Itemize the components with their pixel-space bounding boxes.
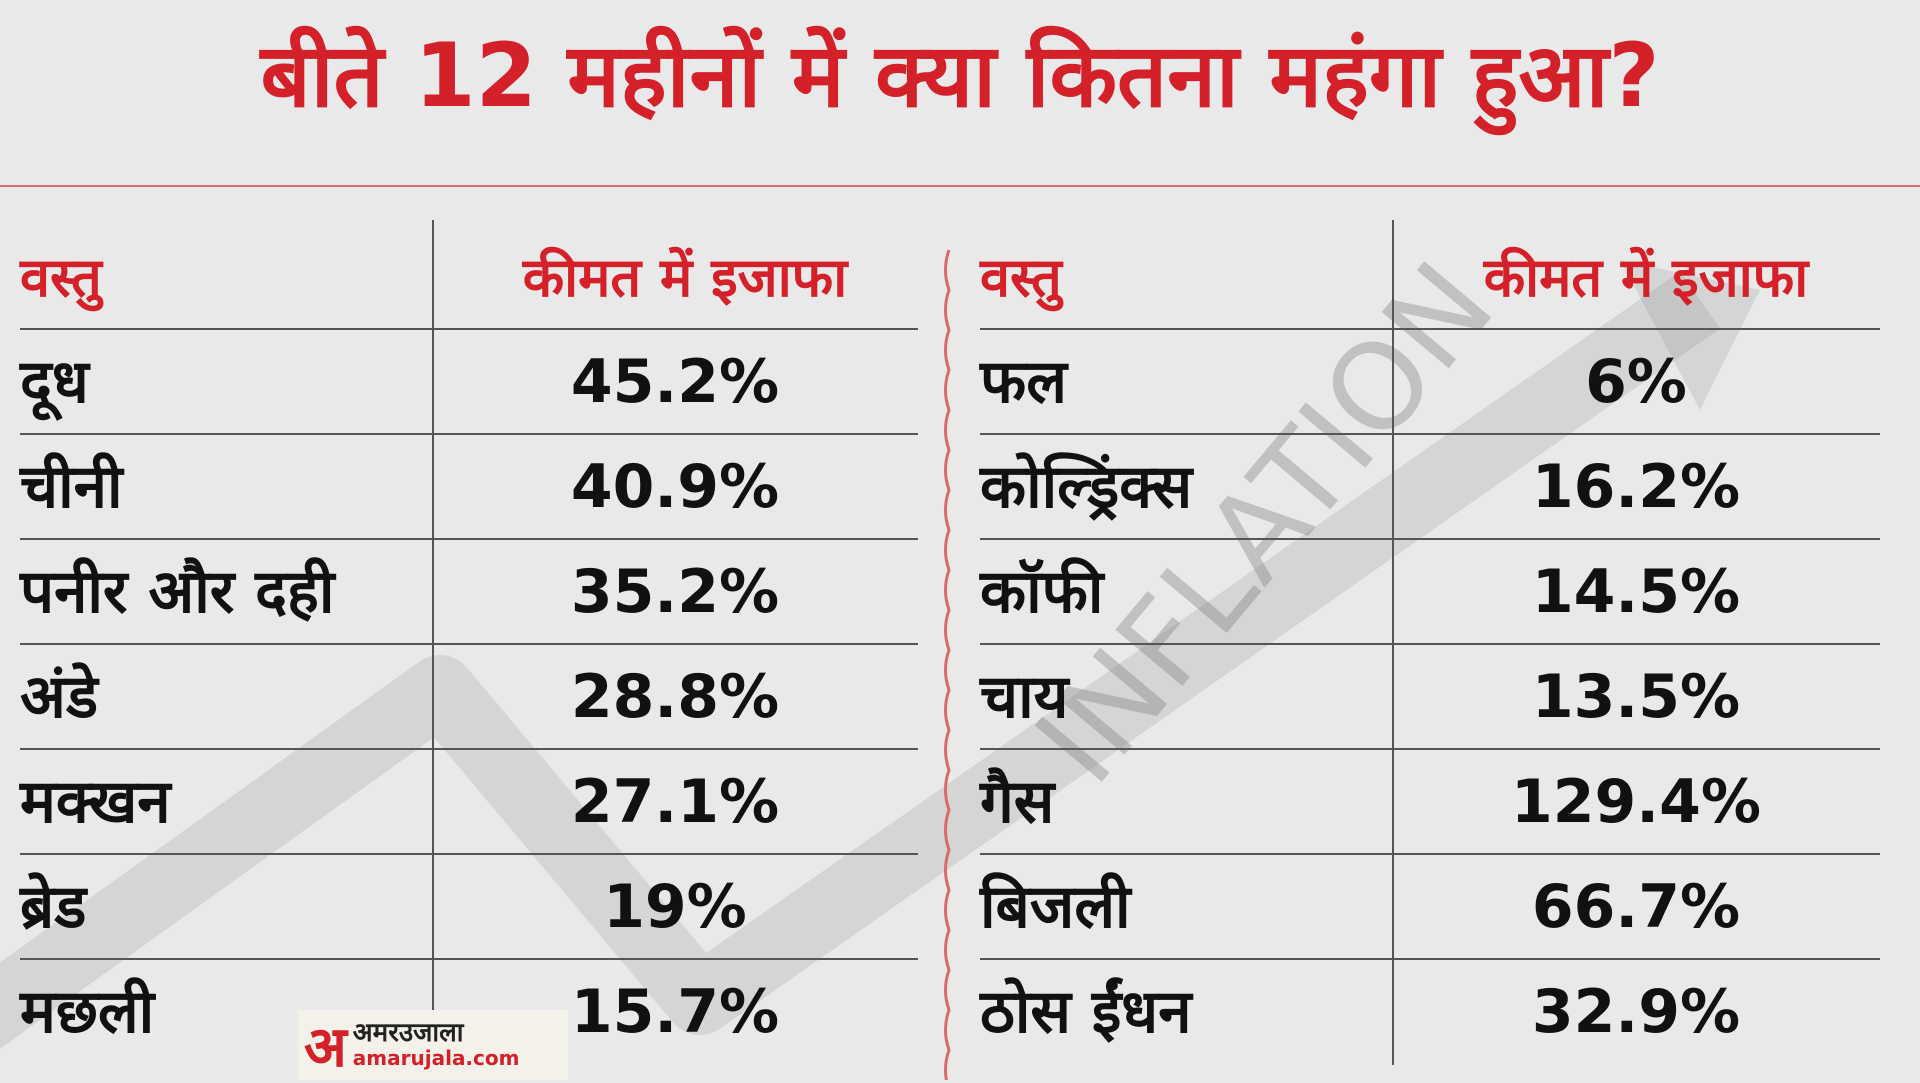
logo-mark: अ	[304, 1015, 347, 1080]
item-name: मक्खन	[20, 767, 171, 837]
price-rise: 32.9%	[1531, 977, 1741, 1047]
row-rule	[980, 853, 1880, 855]
column-header: कीमत में इजाफा	[1483, 246, 1809, 309]
price-rise: 27.1%	[570, 767, 780, 837]
price-rise: 16.2%	[1531, 452, 1741, 522]
title-rule	[0, 185, 1920, 187]
price-rise: 6%	[1585, 347, 1687, 417]
column-divider	[944, 249, 951, 1080]
price-rise: 40.9%	[570, 452, 780, 522]
row-rule	[20, 643, 918, 645]
item-name: पनीर और दही	[20, 557, 335, 627]
price-rise: 45.2%	[570, 347, 780, 417]
row-rule	[20, 328, 918, 330]
title: बीते 12 महीनों में क्या कितना महंगा हुआ?	[260, 24, 1660, 127]
column-header: कीमत में इजाफा	[522, 246, 848, 309]
logo-site: amarujala.com	[352, 1046, 520, 1070]
row-rule	[980, 958, 1880, 960]
row-rule	[20, 958, 918, 960]
item-name: मछली	[20, 977, 155, 1047]
logo: अ अमरउजाला amarujala.com	[298, 1010, 568, 1080]
price-rise: 19%	[603, 872, 747, 942]
row-rule	[20, 853, 918, 855]
column-rule	[432, 220, 434, 1065]
item-name: ठोस ईंधन	[980, 977, 1192, 1047]
price-rise: 35.2%	[570, 557, 780, 627]
item-name: ब्रेड	[20, 872, 87, 942]
item-name: कॉफी	[980, 557, 1104, 627]
row-rule	[980, 643, 1880, 645]
item-name: चाय	[980, 662, 1069, 732]
column-header: वस्तु	[20, 246, 102, 309]
column-rule	[1392, 220, 1394, 1065]
row-rule	[980, 748, 1880, 750]
price-rise: 13.5%	[1531, 662, 1741, 732]
row-rule	[20, 538, 918, 540]
item-name: अंडे	[20, 662, 98, 732]
price-rise: 129.4%	[1511, 767, 1761, 837]
item-name: फल	[980, 347, 1067, 417]
trend-arrow	[0, 271, 1721, 1049]
price-rise: 15.7%	[570, 977, 780, 1047]
item-name: चीनी	[20, 452, 123, 522]
item-name: गैस	[980, 767, 1055, 837]
item-name: बिजली	[980, 872, 1131, 942]
logo-name: अमरउजाला	[352, 1018, 464, 1048]
price-rise: 14.5%	[1531, 557, 1741, 627]
row-rule	[980, 433, 1880, 435]
column-header: वस्तु	[980, 246, 1062, 309]
item-name: कोल्ड्रिंक्स	[980, 452, 1193, 522]
arrow-head	[1620, 260, 1760, 410]
logo-text: अमरउजाला amarujala.com	[353, 1020, 520, 1070]
row-rule	[980, 538, 1880, 540]
row-rule	[980, 328, 1880, 330]
price-rise: 28.8%	[570, 662, 780, 732]
row-rule	[20, 748, 918, 750]
price-rise: 66.7%	[1531, 872, 1741, 942]
item-name: दूध	[20, 347, 89, 417]
row-rule	[20, 433, 918, 435]
